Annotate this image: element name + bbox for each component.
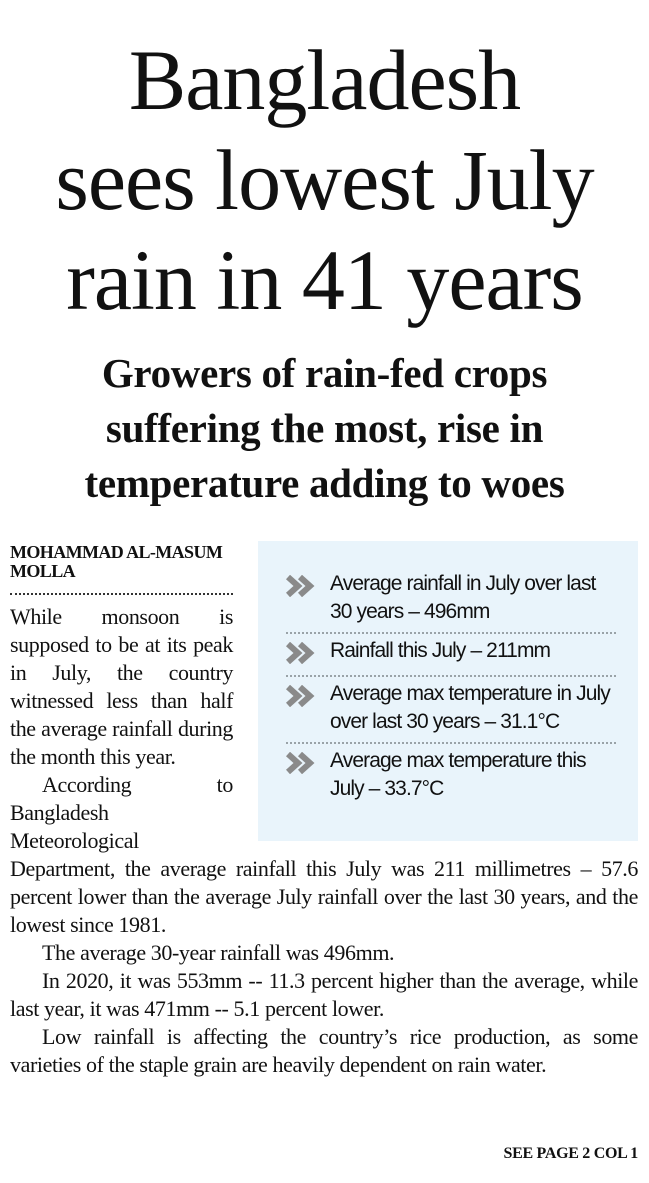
paragraph: While monsoon is supposed to be at its p… (10, 604, 233, 769)
byline-divider (10, 593, 233, 595)
continuation-link[interactable]: SEE PAGE 2 COL 1 (503, 1145, 639, 1162)
subhead-line: temperature adding to woes (84, 460, 565, 506)
fact-box: Average rainfall in July over last 30 ye… (258, 541, 638, 841)
paragraph: According to Bangladesh Meteorological D… (10, 772, 638, 937)
double-chevron-right-icon (285, 747, 330, 779)
paragraph: The average 30-year rainfall was 496mm. (42, 940, 395, 965)
subhead-line: Growers of rain-fed crops (101, 350, 548, 396)
double-chevron-right-icon (285, 570, 330, 602)
double-chevron-right-icon (285, 680, 330, 712)
subhead-line: suffering the most, rise in (105, 405, 544, 451)
paragraph: Low rainfall is affecting the country’s … (10, 1024, 638, 1077)
article-body: While monsoon is supposed to be at its p… (10, 603, 638, 1079)
headline-line: sees lowest July (55, 132, 594, 228)
fact-item: Average max temperature in July over las… (285, 677, 616, 744)
headline: Bangladesh sees lowest July rain in 41 y… (0, 30, 649, 330)
headline-line: Bangladesh (128, 32, 521, 128)
fact-item: Rainfall this July – 211mm (285, 634, 616, 677)
byline: MOHAMMAD AL-MASUM MOLLA (10, 542, 223, 581)
subheadline: Growers of rain-fed crops suffering the … (0, 346, 649, 511)
article: Average rainfall in July over last 30 ye… (10, 541, 638, 1079)
paragraph: In 2020, it was 553mm -- 11.3 percent hi… (10, 968, 638, 1021)
double-chevron-right-icon (285, 637, 330, 669)
headline-line: rain in 41 years (66, 232, 584, 328)
fact-item: Average rainfall in July over last 30 ye… (285, 567, 616, 634)
fact-item: Average max temperature this July – 33.7… (285, 744, 616, 809)
